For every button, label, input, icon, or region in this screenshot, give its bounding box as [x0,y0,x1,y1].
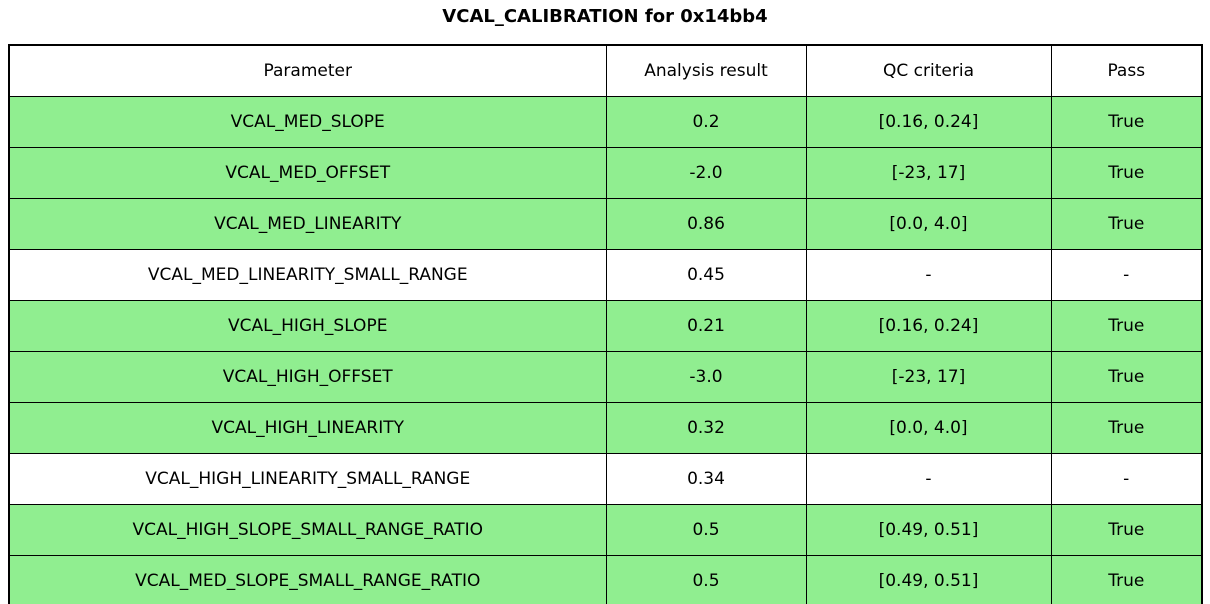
cell-qc-criteria: [0.0, 4.0] [805,402,1052,454]
cell-parameter: VCAL_MED_SLOPE [8,96,607,148]
cell-qc-criteria: [-23, 17] [805,351,1052,403]
table-row: VCAL_MED_OFFSET -2.0 [-23, 17] True [8,147,1203,199]
table-row: VCAL_MED_LINEARITY_SMALL_RANGE 0.45 - - [8,249,1203,301]
cell-pass: True [1050,198,1203,250]
cell-analysis-result: 0.5 [605,504,807,556]
cell-pass: - [1050,453,1203,505]
cell-parameter: VCAL_MED_LINEARITY [8,198,607,250]
cell-parameter: VCAL_MED_LINEARITY_SMALL_RANGE [8,249,607,301]
cell-pass: True [1050,351,1203,403]
cell-parameter: VCAL_MED_SLOPE_SMALL_RANGE_RATIO [8,555,607,604]
cell-qc-criteria: [0.16, 0.24] [805,300,1052,352]
cell-analysis-result: -2.0 [605,147,807,199]
cell-qc-criteria: [-23, 17] [805,147,1052,199]
cell-pass: True [1050,555,1203,604]
page-title: VCAL_CALIBRATION for 0x14bb4 [442,6,768,27]
column-header-analysis-result: Analysis result [605,44,807,97]
cell-parameter: VCAL_HIGH_SLOPE [8,300,607,352]
cell-analysis-result: -3.0 [605,351,807,403]
cell-pass: True [1050,402,1203,454]
header-row: Parameter Analysis result QC criteria Pa… [8,44,1203,97]
cell-qc-criteria: [0.49, 0.51] [805,504,1052,556]
column-header-pass: Pass [1050,44,1203,97]
cell-analysis-result: 0.32 [605,402,807,454]
table-row: VCAL_HIGH_SLOPE_SMALL_RANGE_RATIO 0.5 [0… [8,504,1203,556]
qc-table: Parameter Analysis result QC criteria Pa… [8,44,1203,604]
cell-qc-criteria: [0.0, 4.0] [805,198,1052,250]
table-header: Parameter Analysis result QC criteria Pa… [8,44,1203,97]
column-header-qc-criteria: QC criteria [805,44,1052,97]
table-row: VCAL_MED_SLOPE 0.2 [0.16, 0.24] True [8,96,1203,148]
cell-pass: - [1050,249,1203,301]
table-row: VCAL_HIGH_LINEARITY 0.32 [0.0, 4.0] True [8,402,1203,454]
cell-pass: True [1050,504,1203,556]
cell-analysis-result: 0.2 [605,96,807,148]
cell-qc-criteria: - [805,453,1052,505]
table-row: VCAL_HIGH_SLOPE 0.21 [0.16, 0.24] True [8,300,1203,352]
cell-qc-criteria: [0.49, 0.51] [805,555,1052,604]
cell-analysis-result: 0.21 [605,300,807,352]
table-row: VCAL_HIGH_OFFSET -3.0 [-23, 17] True [8,351,1203,403]
cell-pass: True [1050,96,1203,148]
table-row: VCAL_HIGH_LINEARITY_SMALL_RANGE 0.34 - - [8,453,1203,505]
cell-parameter: VCAL_HIGH_LINEARITY_SMALL_RANGE [8,453,607,505]
cell-qc-criteria: - [805,249,1052,301]
cell-analysis-result: 0.86 [605,198,807,250]
cell-analysis-result: 0.34 [605,453,807,505]
cell-qc-criteria: [0.16, 0.24] [805,96,1052,148]
cell-analysis-result: 0.45 [605,249,807,301]
cell-pass: True [1050,300,1203,352]
table-body: VCAL_MED_SLOPE 0.2 [0.16, 0.24] True VCA… [8,96,1203,604]
table-row: VCAL_MED_LINEARITY 0.86 [0.0, 4.0] True [8,198,1203,250]
cell-parameter: VCAL_MED_OFFSET [8,147,607,199]
cell-parameter: VCAL_HIGH_OFFSET [8,351,607,403]
column-header-parameter: Parameter [8,44,607,97]
cell-analysis-result: 0.5 [605,555,807,604]
cell-parameter: VCAL_HIGH_LINEARITY [8,402,607,454]
table-row: VCAL_MED_SLOPE_SMALL_RANGE_RATIO 0.5 [0.… [8,555,1203,604]
cell-parameter: VCAL_HIGH_SLOPE_SMALL_RANGE_RATIO [8,504,607,556]
cell-pass: True [1050,147,1203,199]
